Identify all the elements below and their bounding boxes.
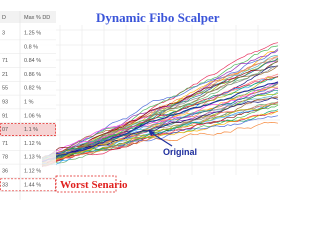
equity-line xyxy=(41,50,279,167)
equity-line xyxy=(41,101,279,160)
table-cell: 78 xyxy=(2,155,8,161)
results-table: D Max % DD 3 1.25 % 0.8 % 71 0.84 % 21 0.86 % 55 0… xyxy=(0,0,56,200)
equity-line xyxy=(41,122,279,165)
screenshot: D Max % DD 3 1.25 % 0.8 % 71 0.84 % 21 0.86 % 55 0… xyxy=(0,0,280,200)
worst-row-box xyxy=(0,178,56,192)
arrow-head xyxy=(148,130,155,136)
table-cell: 0.86 % xyxy=(24,72,41,78)
table-cell: 71 xyxy=(2,58,8,64)
scene: D Max % DD 3 1.25 % 0.8 % 71 0.84 % 21 0.86 % 55 0… xyxy=(0,0,280,200)
table-cell: 0.8 % xyxy=(24,44,38,50)
table-cell: 0.84 % xyxy=(24,58,41,64)
table-cell: 1.12 % xyxy=(24,168,41,174)
original-line xyxy=(41,81,279,163)
table-cell: 1.1 % xyxy=(24,127,38,133)
table-cell: 71 xyxy=(2,141,8,147)
equity-line xyxy=(41,65,279,158)
highlight-box xyxy=(0,123,56,136)
table-bg xyxy=(0,0,56,200)
header-cell: Max % DD xyxy=(24,15,50,21)
table-cell: 93 xyxy=(2,99,8,105)
table-cell: 1.06 % xyxy=(24,113,41,119)
table-cell: 1.12 % xyxy=(24,141,41,147)
title: Dynamic Fibo Scalper xyxy=(96,10,220,25)
table-cell: 1 % xyxy=(24,99,34,105)
table-cell: 1.13 % xyxy=(24,155,41,161)
table-cell: 1.25 % xyxy=(24,30,41,36)
arrow xyxy=(149,131,173,147)
equity-line xyxy=(41,103,279,164)
grid xyxy=(40,25,280,175)
table-cell: 0.82 % xyxy=(24,86,41,92)
table-cell: 33 xyxy=(2,182,8,188)
equity-line xyxy=(41,91,279,160)
equity-line xyxy=(42,82,279,161)
equity-lines xyxy=(41,42,279,168)
equity-line xyxy=(42,57,279,166)
table-cell: 36 xyxy=(2,168,8,174)
row-highlight xyxy=(0,123,56,136)
table-cell: 1.44 % xyxy=(24,182,41,188)
table-cell: 3 xyxy=(2,30,5,36)
equity-line xyxy=(41,97,279,160)
table-cell: 21 xyxy=(2,72,8,78)
table-cell: 91 xyxy=(2,113,8,119)
worst-label: Worst Senario xyxy=(60,179,128,191)
equity-line xyxy=(41,61,279,158)
equity-line xyxy=(41,110,279,167)
header-cell: D xyxy=(2,15,6,21)
worst-box xyxy=(55,175,117,193)
equity-line xyxy=(41,45,279,164)
equity-line xyxy=(41,60,279,163)
equity-line xyxy=(41,48,279,161)
table-header-bg xyxy=(0,11,56,23)
table-cell: 07 xyxy=(2,127,8,133)
table-cell: 55 xyxy=(2,86,8,92)
original-label: Original xyxy=(163,147,197,157)
